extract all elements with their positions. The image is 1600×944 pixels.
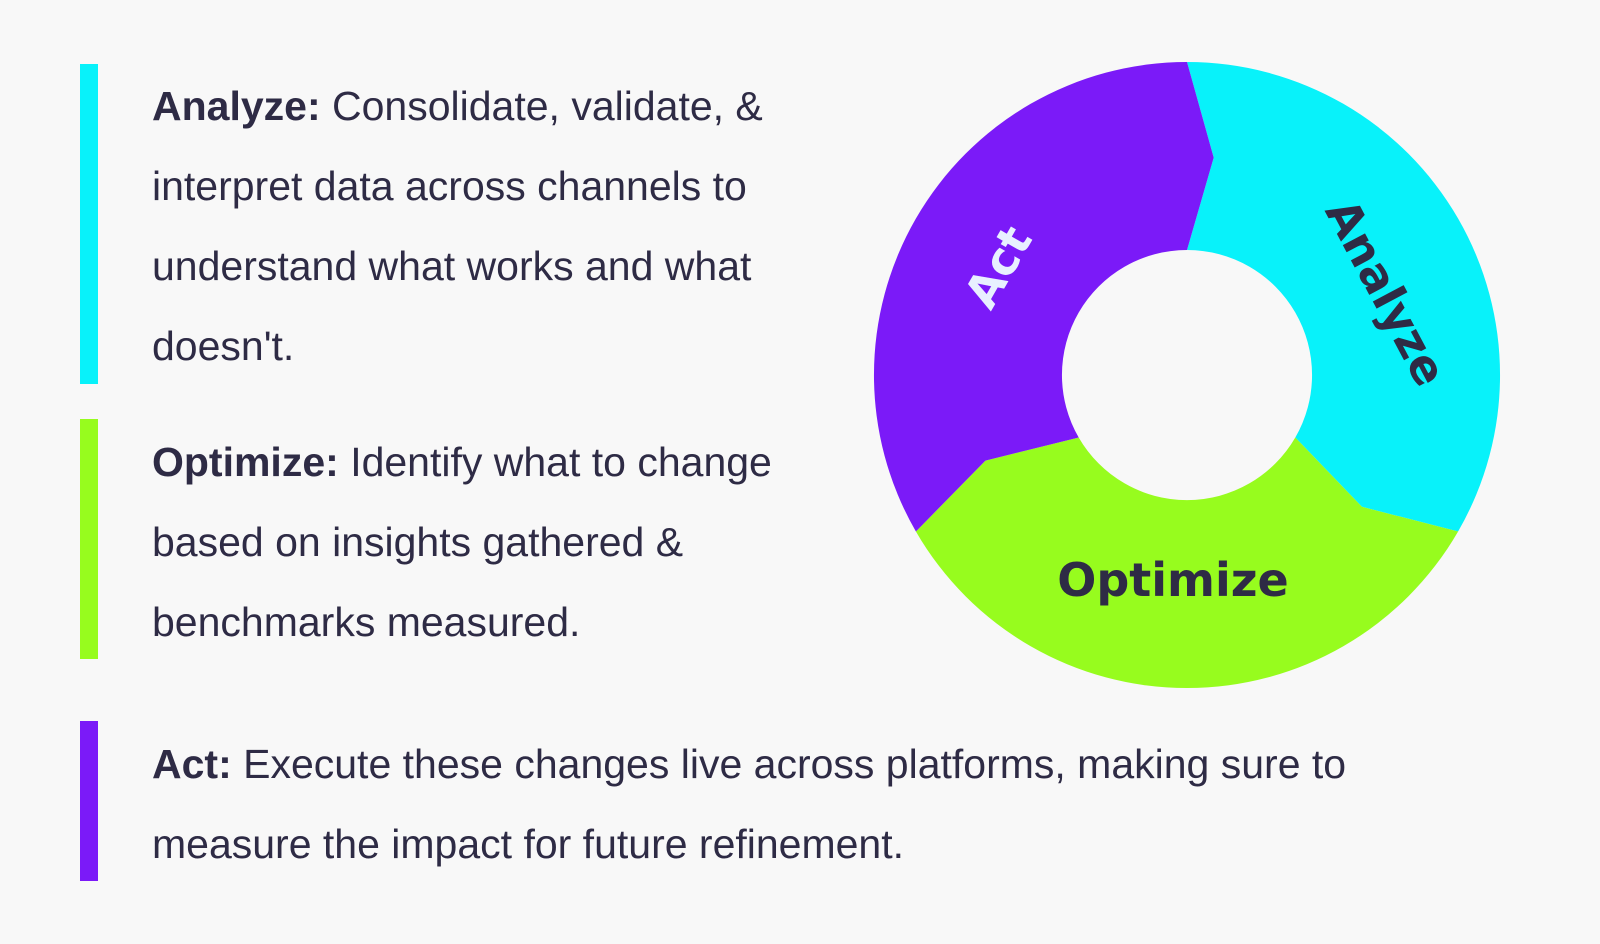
act-body: Execute these changes live across platfo… [152,741,1347,867]
optimize-segment-label: Optimize [1057,553,1288,607]
analyze-body: Consolidate, validate, & interpret data … [152,83,763,369]
optimize-title: Optimize: [152,439,339,485]
analyze-accent-bar [80,64,98,384]
act-accent-bar [80,721,98,881]
analyze-title: Analyze: [152,83,321,129]
optimize-accent-bar [80,419,98,659]
act-title: Act: [152,741,232,787]
optimize-segment [915,437,1459,689]
optimize-body: Identify what to change based on insight… [152,439,772,645]
analyze-segment [1187,61,1501,532]
act-segment [873,61,1214,532]
